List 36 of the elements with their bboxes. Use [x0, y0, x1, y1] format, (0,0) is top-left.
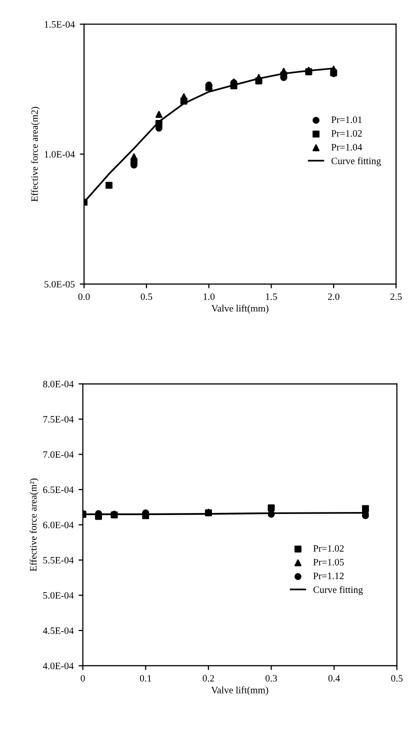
y-tick-label: 8.0E-04: [43, 380, 74, 388]
legend-label: Pr=1.02: [331, 130, 362, 137]
y-tick-label: 4.0E-04: [42, 662, 74, 670]
y-tick-label: 7.0E-04: [43, 451, 74, 458]
x-tick-label: 0.4: [328, 675, 340, 682]
y-tick-label: 7.5E-04: [43, 416, 74, 423]
x-tick-label: 0.5: [140, 293, 152, 300]
x-axis-title: Valve lift(mm): [211, 304, 268, 314]
x-tick-label: 0.3: [266, 675, 277, 682]
legend-label: Pr=1.01: [331, 116, 362, 124]
y-tick-label: 5.0E-05: [44, 280, 75, 288]
y-tick-label: 1.0E-04: [44, 151, 75, 158]
x-tick-label: 0.5: [391, 675, 403, 682]
x-tick-label: 2.5: [390, 293, 402, 300]
y-tick-label: 4.5E-04: [42, 627, 74, 634]
y-axis-title: Effective force area(m2): [30, 106, 40, 202]
x-tick-label: 0.1: [140, 675, 152, 682]
x-tick-label: 1.0: [204, 293, 215, 300]
legend-label: Pr=1.04: [331, 144, 362, 150]
x-tick-label: 0.2: [202, 675, 214, 682]
legend-label: Pr=1.02: [313, 545, 344, 552]
y-tick-label: 5.5E-04: [43, 556, 74, 564]
legend-label: Pr=1.05: [313, 558, 344, 566]
x-tick-label: 0: [80, 675, 85, 682]
legend-label: Curve fitting: [313, 586, 363, 595]
legend-label: Pr=1.12: [313, 572, 344, 580]
x-axis-title: Valve lift(mm): [211, 686, 268, 696]
y-axis-title: Effective force area(m²): [30, 478, 39, 572]
y-tick-label: 6.5E-04: [43, 486, 74, 494]
legend-label: Curve fitting: [332, 157, 381, 166]
x-tick-label: 2.0: [328, 293, 340, 300]
y-tick-label: 6.0E-04: [43, 522, 74, 528]
x-tick-label: 1.5: [266, 293, 277, 300]
y-tick-label: 1.5E-04: [44, 21, 75, 28]
x-tick-label: 0.0: [78, 293, 90, 300]
y-tick-label: 5.0E-04: [43, 592, 74, 599]
